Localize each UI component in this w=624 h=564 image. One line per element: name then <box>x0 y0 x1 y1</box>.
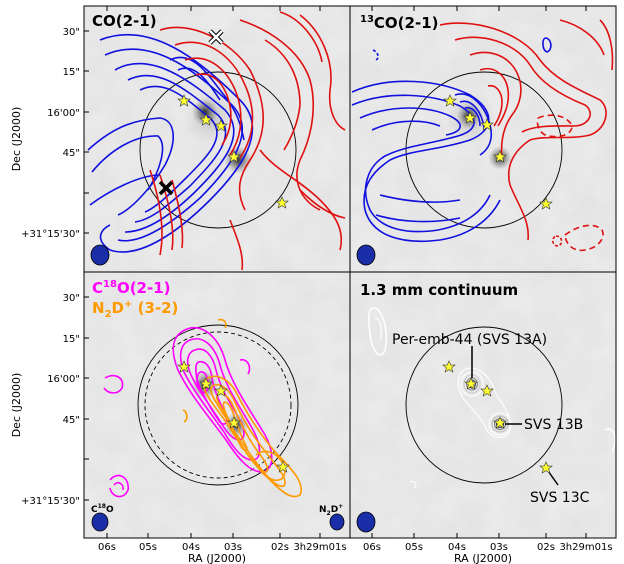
xtick-label: 02s <box>537 542 555 553</box>
primary-beam-circle <box>405 71 563 229</box>
xtick-label: 3h29m01s <box>293 542 346 553</box>
blueshifted-contours <box>351 37 552 242</box>
xtick-label: 3h29m01s <box>559 542 612 553</box>
label-svs13c: SVS 13C <box>530 490 590 506</box>
panel-co <box>84 6 350 272</box>
beam-ellipse-c18o <box>91 512 109 532</box>
ytick-label: 30" <box>63 27 80 38</box>
beam-ellipse <box>356 511 376 533</box>
xtick-label: 04s <box>182 542 200 553</box>
ytick-label: 15" <box>63 67 80 78</box>
xtick-label: 03s <box>490 542 508 553</box>
tick-marks <box>84 6 587 538</box>
cross-marker-black <box>158 180 174 196</box>
xlabel-right: RA (J2000) <box>454 552 512 564</box>
ytick-label: 30" <box>63 293 80 304</box>
xlabel-left: RA (J2000) <box>188 552 246 564</box>
xtick-label: 03s <box>224 542 242 553</box>
panel-title-c18o: C18O(2-1) <box>92 279 171 297</box>
label-svs13a: Per-emb-44 (SVS 13A) <box>392 332 547 348</box>
panel-13co <box>350 6 616 272</box>
panel-c18o-n2dplus <box>84 272 350 538</box>
panel-title-continuum: 1.3 mm continuum <box>360 281 518 299</box>
ytick-label: 45" <box>63 148 80 159</box>
redshifted-contours <box>149 11 346 271</box>
panel-frames <box>83 5 617 539</box>
panel-title-13co: 13CO(2-1) <box>360 14 439 32</box>
ytick-label: 45" <box>63 415 80 426</box>
ylabel-top: Dec (J2000) <box>10 107 23 172</box>
panel-title-co: CO(2-1) <box>92 12 157 30</box>
ytick-label: +31°15'30" <box>21 229 80 240</box>
beam-label-n2dplus: N2D+ <box>319 503 343 517</box>
ylabel-bottom: Dec (J2000) <box>10 373 23 438</box>
ytick-label: 16'00" <box>47 108 80 119</box>
primary-beam-circle <box>137 324 299 486</box>
ytick-label: +31°15'30" <box>21 496 80 507</box>
xtick-label: 06s <box>363 542 381 553</box>
blueshifted-contours <box>87 34 254 253</box>
panel-title-n2dplus: N2D+ (3-2) <box>92 299 178 320</box>
panel-continuum <box>350 272 616 538</box>
ytick-label: 15" <box>63 334 80 345</box>
primary-beam-circle <box>139 71 297 229</box>
label-svs13b: SVS 13B <box>524 417 583 433</box>
n2dplus-contours <box>182 318 302 498</box>
xtick-label: 06s <box>98 542 116 553</box>
xtick-label: 02s <box>271 542 289 553</box>
primary-beam-circle <box>405 326 563 484</box>
xtick-label: 05s <box>139 542 157 553</box>
beam-ellipse <box>90 244 110 266</box>
xtick-label: 05s <box>405 542 423 553</box>
ytick-label: 16'00" <box>47 374 80 385</box>
primary-beam-circle-dashed <box>144 331 292 479</box>
xtick-label: 04s <box>448 542 466 553</box>
beam-ellipse-n2dplus <box>329 513 345 531</box>
redshifted-contours <box>439 19 614 252</box>
cross-marker-white <box>208 29 224 45</box>
beam-label-c18o: C18O <box>91 503 114 515</box>
beam-ellipse <box>356 244 376 266</box>
